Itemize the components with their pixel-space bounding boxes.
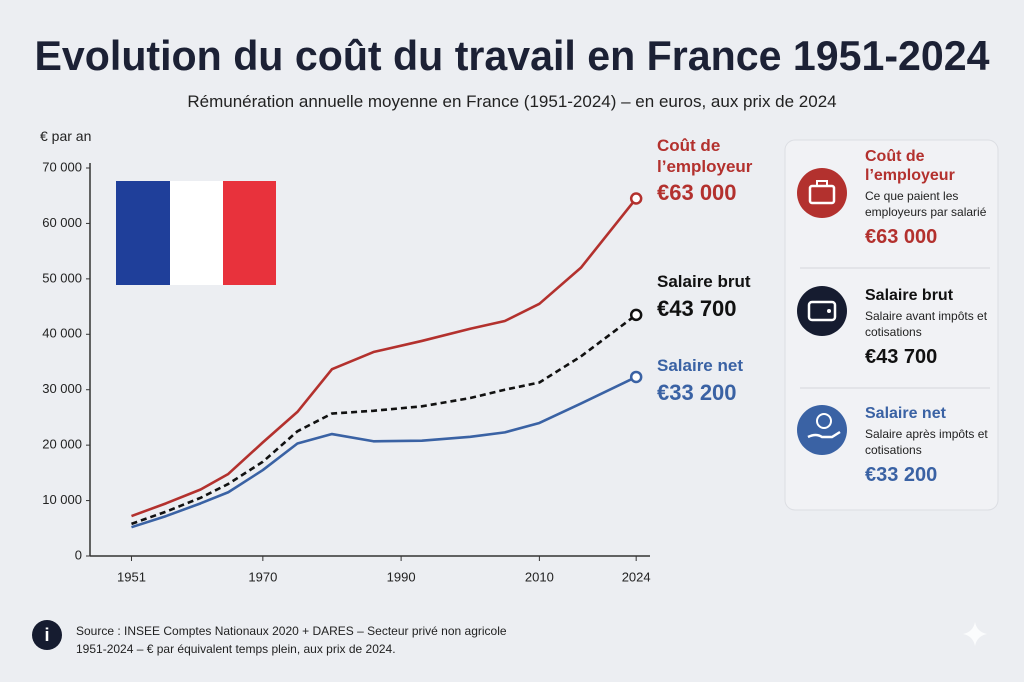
legend-entry: Salaire net Salaire après impôts et cotis… (865, 404, 995, 487)
series-label: Salaire net (657, 356, 743, 375)
end-marker (629, 370, 643, 384)
subtitle: Rémunération annuelle moyenne en France … (187, 92, 836, 111)
icon-wallet (797, 286, 847, 336)
y-tick-label: 60 000 (42, 215, 82, 230)
series-end-value: €43 700 (657, 296, 737, 321)
y-axis-label: € par an (40, 128, 91, 144)
series-end-value: €63 000 (657, 180, 737, 205)
y-tick-label: 20 000 (42, 437, 82, 452)
card-title: Coût de l’employeur (865, 148, 955, 184)
svg-text:i: i (44, 625, 49, 645)
y-tick-label: 70 000 (42, 159, 82, 174)
y-tick-label: 50 000 (42, 270, 82, 285)
x-tick-label: 2010 (525, 569, 554, 584)
legend-entry: Coût de l’employeur Ce que paient les emp… (865, 147, 995, 249)
x-tick-label: 1951 (117, 569, 146, 584)
card-value: €63 000 (865, 226, 938, 248)
info-icon: i (32, 620, 62, 650)
card-description: Salaire avant impôts et cotisations (865, 309, 988, 339)
end-marker (629, 192, 643, 205)
flag (116, 181, 276, 285)
series-label: Salaire brut (657, 272, 751, 291)
end-marker (629, 308, 643, 322)
y-tick-label: 0 (75, 547, 82, 562)
card-description: Ce que paient les employeurs par salarié (865, 189, 987, 219)
source-note: Source : INSEE Comptes Nationaux 2020 + … (76, 624, 507, 638)
series-end-value: €33 200 (657, 380, 737, 405)
series-line (131, 375, 637, 529)
icon-employer (797, 168, 847, 218)
series-line (131, 313, 637, 526)
card-title: Salaire brut (865, 287, 954, 304)
y-tick-label: 30 000 (42, 381, 82, 396)
card-value: €33 200 (865, 464, 938, 486)
x-tick-label: 1970 (248, 569, 277, 584)
sparkle (963, 622, 987, 646)
x-tick-label: 1990 (387, 569, 416, 584)
card-value: €43 700 (865, 346, 938, 368)
y-tick-label: 10 000 (42, 492, 82, 507)
series-line (131, 197, 638, 518)
x-tick-label: 2024 (622, 569, 651, 584)
series-label: Coût de l’employeur (657, 136, 753, 176)
legend-entry: Salaire brut Salaire avant impôts et coti… (865, 286, 995, 369)
source-note: 1951-2024 – € par équivalent temps plein… (76, 642, 396, 656)
card-description: Salaire après impôts et cotisations (865, 427, 988, 457)
y-tick-label: 40 000 (42, 326, 82, 341)
chart-title: Evolution du coût du travail en France 1… (35, 32, 991, 79)
card-title: Salaire net (865, 405, 946, 422)
icon-hand (797, 405, 847, 455)
